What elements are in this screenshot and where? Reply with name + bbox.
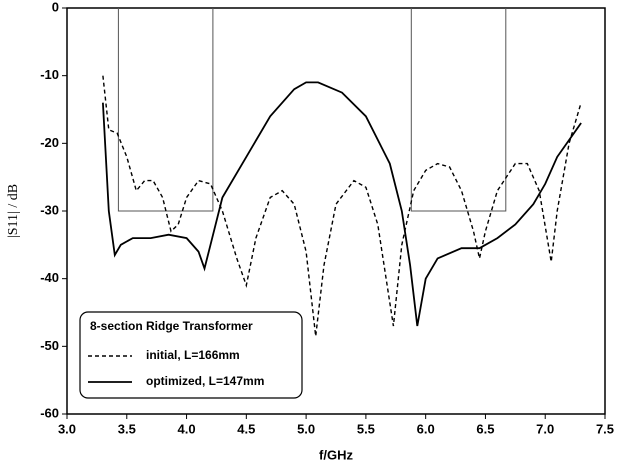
x-tick-label: 3.5 (118, 421, 136, 436)
y-tick-label: -50 (40, 338, 59, 353)
x-tick-label: 7.5 (596, 421, 614, 436)
y-tick-label: -20 (40, 135, 59, 150)
x-tick-label: 5.0 (297, 421, 315, 436)
x-axis-label: f/GHz (319, 447, 353, 462)
legend-label: initial, L=166mm (146, 348, 240, 362)
x-tick-label: 4.0 (178, 421, 196, 436)
series-line (102, 81, 582, 327)
y-tick-label: -40 (40, 270, 59, 285)
series-line (102, 75, 582, 337)
legend-label: optimized, L=147mm (146, 374, 264, 388)
y-tick-label: -30 (40, 202, 59, 217)
x-tick-label: 7.0 (536, 421, 554, 436)
y-axis-label: |S11| / dB (6, 184, 21, 238)
x-tick-label: 5.5 (357, 421, 375, 436)
x-tick-label: 6.0 (417, 421, 435, 436)
legend-box (79, 311, 303, 399)
y-tick-label: -60 (40, 405, 59, 420)
y-tick-label: -10 (40, 67, 59, 82)
x-tick-label: 4.5 (237, 421, 255, 436)
legend-title: 8-section Ridge Transformer (90, 319, 253, 333)
y-tick-label: 0 (52, 0, 59, 14)
x-tick-label: 3.0 (58, 421, 76, 436)
mask-line (117, 8, 507, 212)
x-tick-label: 6.5 (476, 421, 494, 436)
plot-frame (66, 7, 606, 415)
